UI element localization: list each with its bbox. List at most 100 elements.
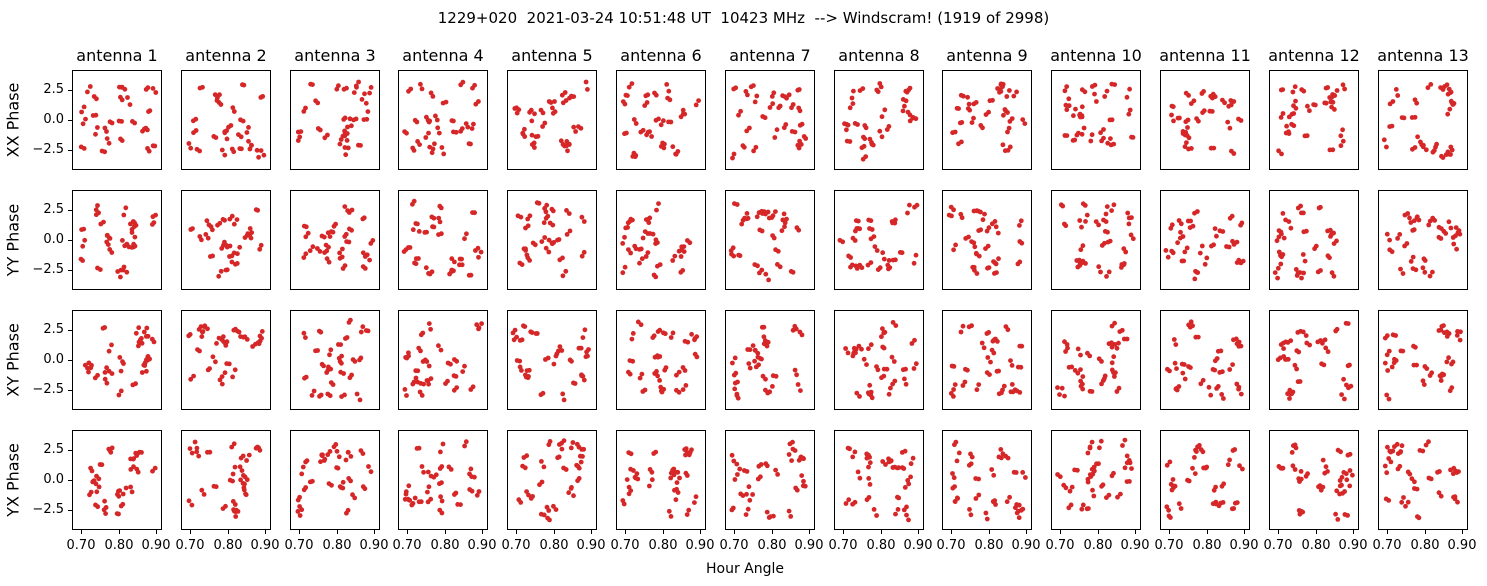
data-point — [689, 447, 694, 453]
data-point — [855, 122, 860, 127]
data-point — [1013, 470, 1019, 475]
data-point — [145, 85, 151, 91]
data-point — [324, 256, 330, 262]
column-title-antenna-13: antenna 13 — [1377, 46, 1469, 65]
data-point — [740, 493, 746, 498]
data-point — [640, 235, 646, 241]
data-point — [529, 132, 535, 138]
data-point — [1304, 133, 1310, 139]
scatter-points — [620, 446, 699, 519]
x-tick-mark — [1462, 530, 1463, 534]
data-point — [742, 215, 747, 221]
data-point — [747, 347, 753, 353]
data-point — [1448, 467, 1453, 473]
data-point — [868, 260, 874, 265]
data-point — [766, 277, 771, 283]
data-point — [756, 362, 761, 368]
scatter-points — [301, 204, 376, 271]
data-point — [773, 373, 779, 379]
data-point — [1322, 337, 1328, 343]
data-point — [879, 334, 884, 340]
data-point — [1348, 383, 1354, 389]
data-point — [241, 487, 247, 493]
data-point — [764, 463, 770, 469]
data-point — [405, 496, 411, 502]
data-point — [471, 121, 476, 127]
subplot-antenna-5-yy-phase — [507, 190, 597, 290]
data-point — [966, 101, 972, 107]
data-point — [217, 377, 223, 383]
data-point — [479, 321, 484, 326]
data-point — [426, 321, 432, 326]
data-point — [1000, 142, 1006, 148]
data-point — [857, 475, 863, 481]
data-point — [626, 484, 632, 490]
data-point — [571, 94, 577, 99]
data-point — [869, 227, 875, 232]
data-point — [1332, 107, 1337, 112]
data-point — [1281, 346, 1286, 351]
data-point — [231, 441, 237, 447]
data-point — [121, 361, 126, 366]
data-point — [1391, 360, 1397, 366]
data-point — [980, 217, 986, 223]
data-point — [407, 245, 413, 250]
data-point — [342, 204, 348, 209]
data-point — [1214, 233, 1219, 239]
data-point — [1055, 385, 1060, 390]
data-point — [361, 215, 367, 221]
data-point — [540, 124, 545, 129]
data-point — [411, 148, 417, 153]
data-point — [136, 343, 141, 349]
data-point — [1096, 222, 1101, 228]
scatter-points — [512, 79, 590, 154]
data-point — [1387, 448, 1393, 454]
data-point — [1414, 486, 1420, 492]
x-tick-label: 0.80 — [866, 538, 896, 553]
data-point — [104, 365, 109, 371]
data-point — [680, 107, 686, 113]
subplot-antenna-7-xy-phase — [725, 310, 815, 410]
data-point — [465, 124, 471, 130]
data-point — [1181, 362, 1187, 367]
data-point — [1170, 477, 1176, 482]
data-point — [1323, 464, 1329, 470]
x-tick-mark — [843, 530, 844, 534]
data-point — [1296, 349, 1302, 355]
data-point — [759, 208, 765, 214]
data-point — [1427, 273, 1433, 279]
data-point — [557, 442, 562, 447]
data-point — [1293, 98, 1298, 104]
x-tick-label: 0.90 — [141, 538, 171, 553]
y-tick-label: 2.5 — [43, 202, 64, 217]
data-point — [244, 232, 250, 238]
data-point — [570, 440, 576, 445]
data-point — [230, 478, 235, 484]
data-point — [108, 449, 114, 455]
data-point — [476, 254, 481, 260]
data-point — [904, 512, 909, 518]
data-point — [561, 397, 567, 403]
data-point — [974, 387, 980, 393]
data-point — [1386, 396, 1392, 402]
data-point — [534, 331, 540, 336]
data-point — [905, 210, 910, 216]
data-point — [354, 391, 360, 397]
data-point — [1005, 327, 1011, 333]
data-point — [745, 506, 751, 512]
data-point — [1340, 82, 1346, 88]
data-point — [1111, 141, 1117, 147]
data-point — [1022, 121, 1028, 126]
data-point — [139, 450, 144, 455]
data-point — [318, 459, 323, 465]
y-tick-label: 0.0 — [43, 472, 64, 487]
data-point — [415, 368, 421, 374]
data-point — [120, 238, 125, 243]
data-point — [910, 115, 916, 121]
data-point — [645, 92, 651, 98]
x-tick-label: 0.90 — [903, 538, 933, 553]
data-point — [139, 370, 145, 375]
scatter-points — [78, 203, 158, 280]
data-point — [1079, 104, 1085, 110]
data-point — [404, 393, 409, 398]
